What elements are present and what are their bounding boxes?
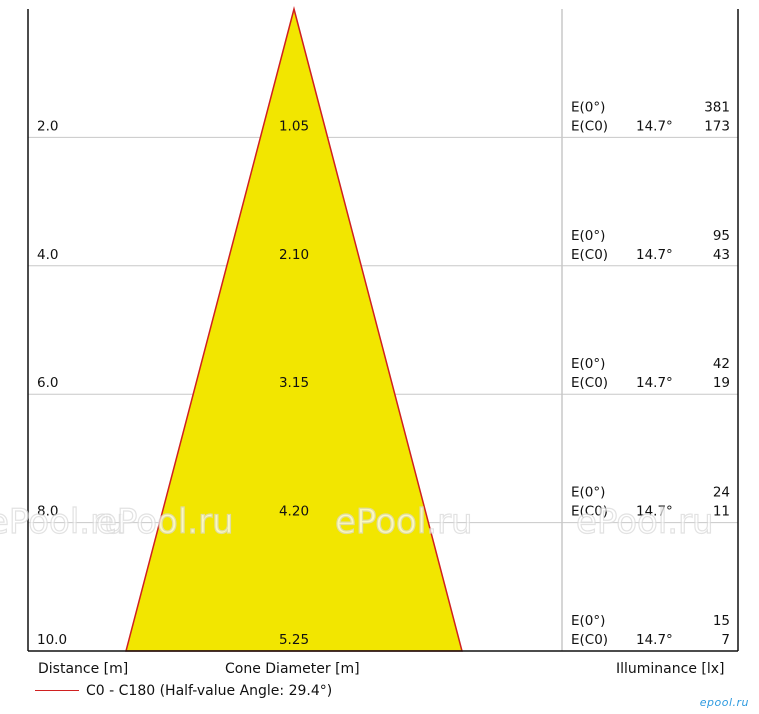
illuminance-label-center: E(0°)	[571, 228, 605, 244]
illuminance-value-c0: 173	[704, 118, 730, 134]
distance-rows: 2.0 1.05 E(0°) 381 E(C0) 14.7° 173 4.0 2.10 E(0°)…	[37, 99, 730, 648]
illuminance-label-center: E(0°)	[571, 356, 605, 372]
cone-diameter-label: 3.15	[279, 375, 309, 391]
light-cone	[125, 6, 463, 652]
legend-line-c0-c180	[35, 690, 79, 691]
illuminance-label-c0: E(C0)	[571, 375, 608, 391]
illuminance-value-center: 42	[713, 356, 730, 372]
distance-label: 2.0	[37, 118, 58, 134]
watermark-text: ePool.ru	[576, 502, 714, 542]
illuminance-value-c0: 43	[713, 247, 730, 263]
cone-diameter-label: 4.20	[279, 504, 309, 520]
legend-label: C0 - C180 (Half-value Angle: 29.4°)	[86, 683, 333, 699]
watermark-text: ePool.ru	[96, 502, 234, 542]
half-angle-label: 14.7°	[636, 632, 673, 648]
illuminance-value-center: 95	[713, 228, 730, 244]
illuminance-label-c0: E(C0)	[571, 632, 608, 648]
illuminance-label-c0: E(C0)	[571, 504, 608, 520]
cone-diameter-label: 5.25	[279, 632, 309, 648]
illuminance-value-c0: 19	[713, 375, 730, 391]
cone-diameter-label: 2.10	[279, 247, 309, 263]
cone-diameter-label: 1.05	[279, 118, 309, 134]
half-angle-label: 14.7°	[636, 504, 673, 520]
x-axis-label-cone-diameter: Cone Diameter [m]	[225, 661, 360, 677]
x-axis-label-illuminance: Illuminance [lx]	[616, 661, 725, 677]
illuminance-label-c0: E(C0)	[571, 118, 608, 134]
illuminance-value-center: 24	[713, 485, 730, 501]
distance-label: 10.0	[37, 632, 67, 648]
half-angle-label: 14.7°	[636, 375, 673, 391]
illuminance-value-c0: 7	[721, 632, 730, 648]
illuminance-label-center: E(0°)	[571, 485, 605, 501]
illuminance-value-center: 381	[704, 99, 730, 115]
watermark-text: ePool.ru	[335, 502, 473, 542]
illuminance-value-c0: 11	[713, 504, 730, 520]
illuminance-label-center: E(0°)	[571, 99, 605, 115]
epool-logo: epool.ru	[699, 696, 749, 709]
watermark-text: ePool.ru	[0, 502, 126, 542]
distance-label: 6.0	[37, 375, 58, 391]
illuminance-label-center: E(0°)	[571, 613, 605, 629]
x-axis-label-distance: Distance [m]	[38, 661, 129, 677]
chart-frame	[27, 9, 739, 652]
half-angle-label: 14.7°	[636, 247, 673, 263]
illuminance-label-c0: E(C0)	[571, 247, 608, 263]
distance-label: 8.0	[37, 504, 58, 520]
half-angle-label: 14.7°	[636, 118, 673, 134]
distance-label: 4.0	[37, 247, 58, 263]
illuminance-value-center: 15	[713, 613, 730, 629]
